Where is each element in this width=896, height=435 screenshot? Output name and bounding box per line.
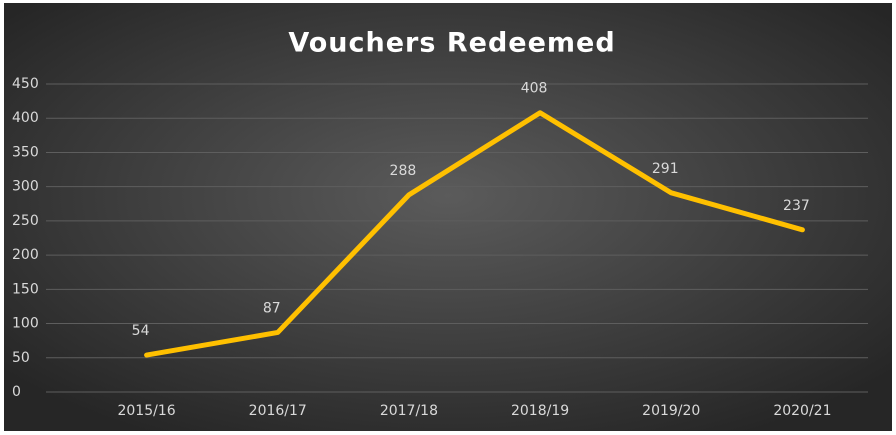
chart-title: Vouchers Redeemed — [288, 28, 615, 59]
x-tick-label: 2017/18 — [380, 403, 438, 419]
y-tick-label: 150 — [12, 281, 39, 297]
data-label: 288 — [390, 163, 417, 179]
data-label: 87 — [263, 300, 281, 316]
line — [144, 110, 805, 358]
y-tick-label: 450 — [12, 76, 39, 92]
y-tick-label: 250 — [12, 213, 39, 229]
y-tick-label: 50 — [12, 350, 30, 366]
data-label: 408 — [521, 81, 548, 97]
x-tick-label: 2015/16 — [117, 403, 175, 419]
y-tick-label: 100 — [12, 316, 39, 332]
x-tick-label: 2019/20 — [642, 403, 700, 419]
y-tick-label: 300 — [12, 179, 39, 195]
y-tick-label: 400 — [12, 110, 39, 126]
data-label: 237 — [783, 198, 810, 214]
data-label: 54 — [132, 323, 150, 339]
y-tick-label: 0 — [12, 384, 21, 400]
chart-background — [4, 3, 892, 431]
y-tick-label: 350 — [12, 144, 39, 160]
x-tick-label: 2018/19 — [511, 403, 569, 419]
x-tick-label: 2016/17 — [249, 403, 307, 419]
y-tick-label: 200 — [12, 247, 39, 263]
x-tick-label: 2020/21 — [773, 403, 831, 419]
data-label: 291 — [652, 161, 679, 177]
